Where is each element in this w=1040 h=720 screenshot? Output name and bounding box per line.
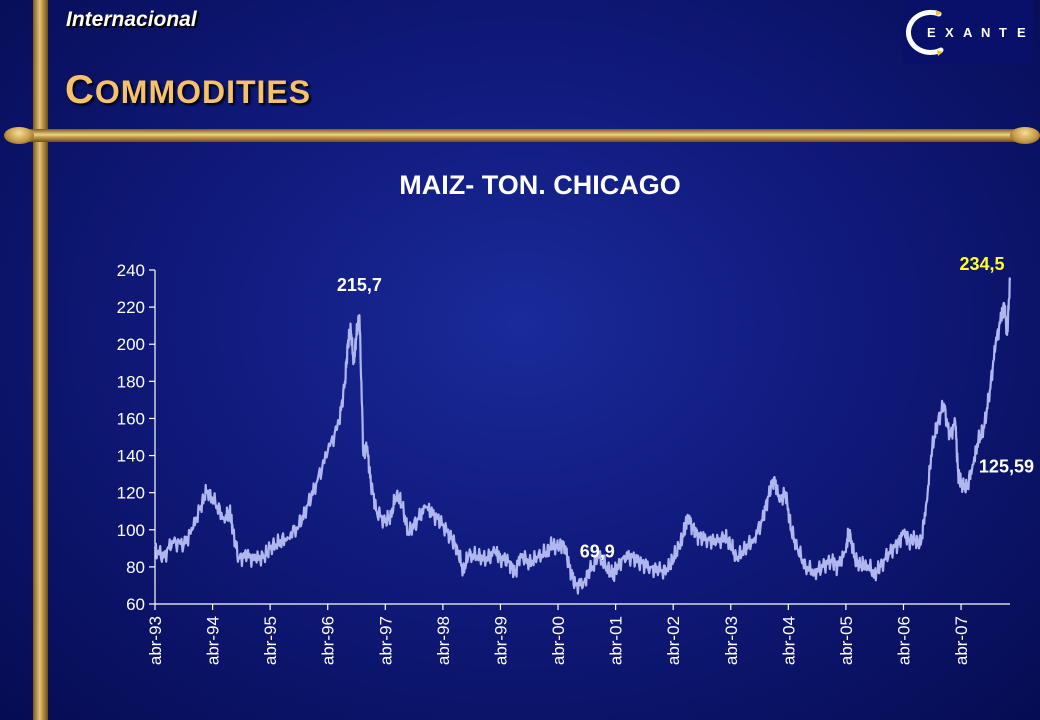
data-label: 234,5 <box>959 254 1004 274</box>
x-tick-label: abr-96 <box>319 616 338 665</box>
y-tick-label: 160 <box>117 409 145 428</box>
gold-bar-cap-right <box>1010 127 1040 144</box>
gold-horizontal-bar <box>8 129 1038 142</box>
y-tick-label: 220 <box>117 298 145 317</box>
x-tick-label: abr-02 <box>664 616 683 665</box>
chart-series <box>153 277 1012 595</box>
chart-annotations: 215,7 69,9 234,5 125,59 <box>337 254 1034 561</box>
chart-axes: 60 80 100 120 140 160 180 200 220 240 abr-93 abr-94… <box>117 261 1010 665</box>
logo-letter-n: N <box>981 25 990 40</box>
x-tick-label: abr-01 <box>607 616 626 665</box>
gold-bar-cap-left <box>4 127 34 144</box>
x-tick-label: abr-00 <box>549 616 568 665</box>
y-tick-label: 180 <box>117 372 145 391</box>
data-label: 125,59 <box>979 456 1034 476</box>
x-tick-label: abr-07 <box>952 616 971 665</box>
section-label: Internacional <box>66 8 197 31</box>
x-tick-label: abr-93 <box>146 616 165 665</box>
data-label: 215,7 <box>337 275 382 295</box>
gold-vertical-bar <box>33 0 48 720</box>
data-label: 69,9 <box>580 542 615 562</box>
logo-letter-x: X <box>945 25 954 40</box>
series-line <box>153 277 1012 595</box>
y-tick-label: 140 <box>117 447 145 466</box>
x-tick-label: abr-95 <box>261 616 280 665</box>
y-tick-label: 240 <box>117 261 145 280</box>
x-tick-label: abr-97 <box>376 616 395 665</box>
page-title: COMMODITIES <box>65 68 311 113</box>
x-tick-label: abr-06 <box>894 616 913 665</box>
logo-letter-e2: E <box>1017 25 1026 40</box>
page-title-initial: C <box>65 68 95 112</box>
y-tick-label: 200 <box>117 335 145 354</box>
y-tick-label: 60 <box>126 595 145 614</box>
chart-title: MAIZ- TON. CHICAGO <box>399 170 681 200</box>
page-title-rest: OMMODITIES <box>94 74 312 110</box>
x-tick-label: abr-05 <box>837 616 856 665</box>
y-tick-label: 80 <box>126 558 145 577</box>
y-tick-label: 120 <box>117 484 145 503</box>
logo-letter-t: T <box>999 25 1007 40</box>
y-tick-label: 100 <box>117 521 145 540</box>
x-tick-label: abr-03 <box>722 616 741 665</box>
x-tick-label: abr-94 <box>204 616 223 665</box>
x-tick-label: abr-98 <box>434 616 453 665</box>
x-tick-label: abr-99 <box>491 616 510 665</box>
x-tick-label: abr-04 <box>779 616 798 665</box>
logo-letter-e: E <box>927 25 936 40</box>
exante-logo: E X A N T E <box>903 0 1033 64</box>
logo-letter-a: A <box>963 25 973 40</box>
